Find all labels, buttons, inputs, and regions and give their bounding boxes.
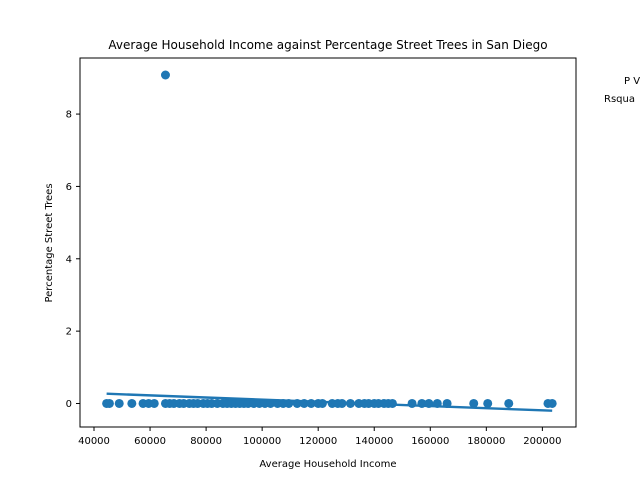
y-axis-ticks: 0 2 4 6 8 [66,110,80,410]
x-tick-label: 120000 [299,436,337,447]
data-point [160,70,170,80]
x-tick-label: 180000 [467,436,505,447]
x-tick-label: 160000 [411,436,449,447]
plot-points [102,70,557,408]
x-tick-label: 80000 [190,436,222,447]
y-tick-label: 6 [66,182,72,193]
x-tick-label: 100000 [243,436,281,447]
x-tick-label: 40000 [78,436,110,447]
y-tick-label: 8 [66,110,72,121]
data-point [104,398,114,408]
data-point [504,398,514,408]
rsquared-annotation: Rsqua [604,94,635,105]
x-axis-label: Average Household Income [259,459,396,470]
data-point [469,398,479,408]
chart-title: Average Household Income against Percent… [108,38,547,52]
data-point [114,398,124,408]
data-point [547,398,557,408]
y-axis-label: Percentage Street Trees [44,183,55,302]
trendline [106,392,553,412]
data-point [149,398,159,408]
x-tick-label: 140000 [355,436,393,447]
data-point [127,398,137,408]
p-value-annotation: P V [624,76,640,87]
y-tick-label: 0 [66,399,72,410]
y-tick-label: 2 [66,327,72,338]
x-axis-ticks: 40000 60000 80000 100000 120000 140000 160000 1… [78,427,561,447]
plot-frame [79,57,577,428]
x-tick-label: 60000 [134,436,166,447]
trendline-layer [106,392,553,412]
y-tick-label: 4 [66,254,72,265]
data-point [483,398,493,408]
x-tick-label: 200000 [523,436,561,447]
data-point [317,398,327,408]
